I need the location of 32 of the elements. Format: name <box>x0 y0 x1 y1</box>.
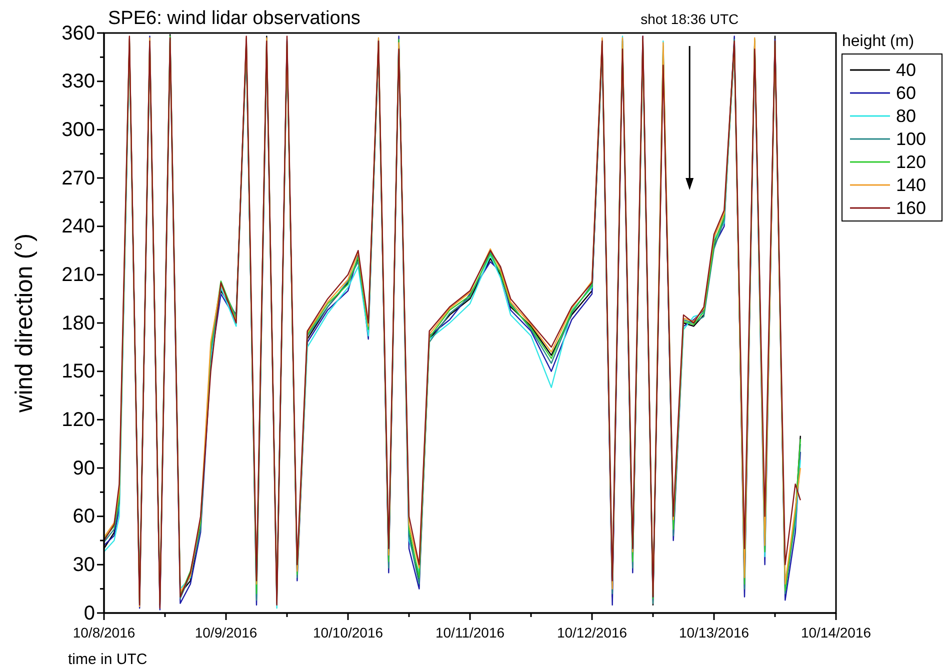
y-tick-label: 360 <box>62 22 95 44</box>
legend-label: 160 <box>896 198 926 218</box>
y-tick-label: 300 <box>62 119 95 142</box>
x-tick-label: 10/14/2016 <box>800 624 872 640</box>
y-tick-label: 330 <box>62 70 95 93</box>
legend-title: height (m) <box>842 33 914 50</box>
x-tick-label: 10/12/2016 <box>556 624 628 640</box>
x-tick-label: 10/9/2016 <box>194 624 258 640</box>
y-tick-label: 0 <box>84 602 95 624</box>
y-tick-label: 30 <box>72 554 95 576</box>
legend-label: 40 <box>896 60 916 80</box>
y-tick-label: 180 <box>62 312 95 334</box>
y-tick-label: 240 <box>62 216 95 238</box>
x-axis-title: time in UTC <box>68 651 148 668</box>
x-tick-label: 10/11/2016 <box>435 624 505 640</box>
y-axis-title: wind direction (°) <box>11 234 38 414</box>
y-tick-label: 210 <box>62 264 95 286</box>
y-tick-label: 60 <box>72 506 95 528</box>
y-tick-label: 150 <box>62 360 95 383</box>
legend-label: 60 <box>896 83 916 103</box>
legend-label: 80 <box>896 106 916 126</box>
legend-label: 140 <box>896 175 926 195</box>
legend-label: 100 <box>896 129 926 149</box>
text: shot 18:36 UTC <box>640 11 739 27</box>
y-tick-label: 120 <box>62 409 95 432</box>
x-tick-label: 10/13/2016 <box>678 624 750 640</box>
x-tick-label: 10/8/2016 <box>72 624 136 640</box>
y-tick-label: 270 <box>62 167 95 190</box>
x-tick-label: 10/10/2016 <box>312 624 384 640</box>
chart-title: SPE6: wind lidar observations <box>108 8 360 29</box>
y-tick-label: 90 <box>72 457 95 480</box>
legend-label: 120 <box>896 152 926 172</box>
